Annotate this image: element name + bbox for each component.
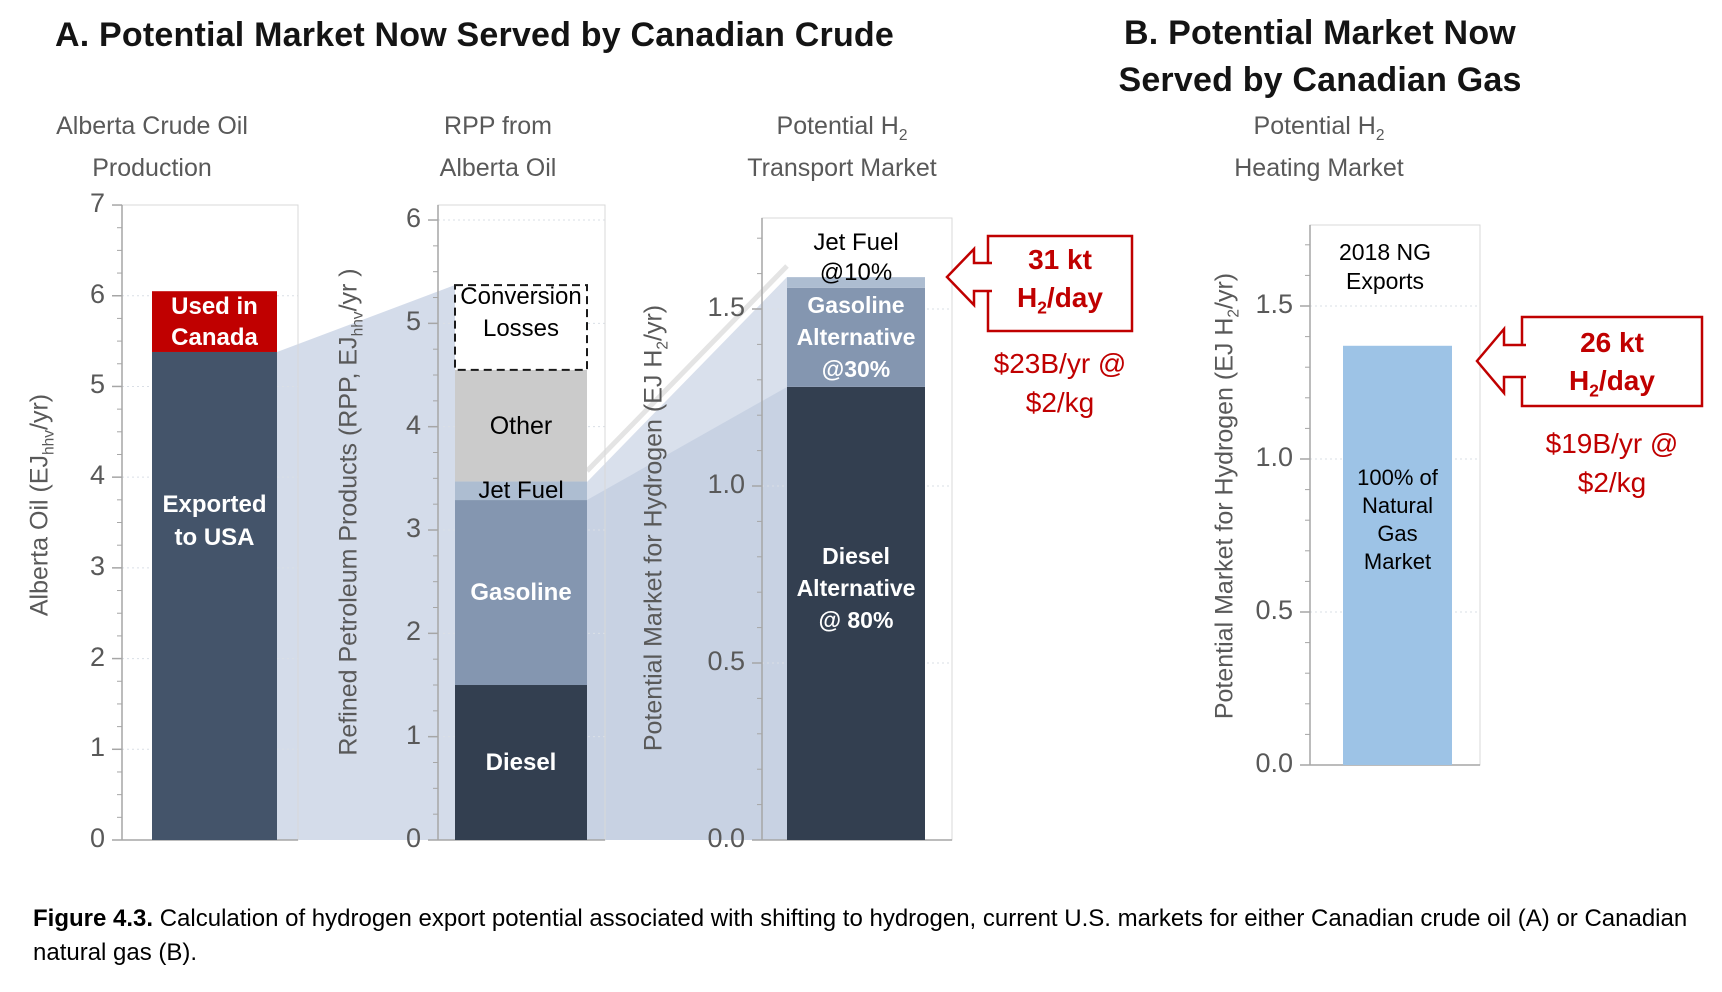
tick-label: 7 bbox=[89, 188, 105, 219]
bar-segment-used-in-canada bbox=[152, 291, 277, 352]
segment-label: Conversion Losses bbox=[460, 283, 582, 343]
callout-b-label: 26 kt H2/day bbox=[1569, 327, 1655, 401]
segment-label: Exported to USA bbox=[162, 490, 267, 551]
bar-segment-jet-fuel bbox=[455, 481, 587, 501]
tick-label: 2 bbox=[405, 616, 421, 647]
bar-segment-diesel bbox=[455, 685, 587, 840]
tick-label: 3 bbox=[405, 513, 421, 543]
callout-b-price: $19B/yr @ $2/kg bbox=[1545, 428, 1679, 498]
tick-label: 0.5 bbox=[1255, 595, 1293, 625]
flow-bands bbox=[277, 264, 789, 840]
tick-label: 1.5 bbox=[1255, 289, 1293, 319]
segment-label: 100% of Natural Gas Market bbox=[1357, 465, 1438, 575]
ng-exports-label: 2018 NG Exports bbox=[1338, 239, 1432, 294]
bar-segment-gasoline bbox=[455, 500, 587, 686]
tick-label: 4 bbox=[89, 460, 105, 491]
panel-a-title: A. Potential Market Now Served by Canadi… bbox=[55, 16, 895, 54]
panel-b-title: B. Potential Market Now Served by Canadi… bbox=[1095, 10, 1545, 104]
segment-label: Gasoline Alternative @30% bbox=[796, 292, 916, 383]
figure-caption: Figure 4.3. Calculation of hydrogen expo… bbox=[33, 902, 1709, 970]
tick-label: 0.0 bbox=[707, 823, 745, 853]
segment-label: Diesel Alternative @ 80% bbox=[796, 543, 916, 634]
tick-label: 6 bbox=[405, 203, 421, 234]
tick-label: 0 bbox=[89, 823, 105, 853]
callout-b-arrow-icon bbox=[1475, 325, 1526, 397]
bar-segment-jet-fuel-10- bbox=[787, 277, 925, 288]
flow-band-crude-to-rpp bbox=[277, 285, 455, 840]
segment-label: Diesel bbox=[485, 748, 557, 776]
tick-label: 4 bbox=[405, 409, 421, 440]
tick-label: 1 bbox=[89, 732, 105, 763]
tick-label: 3 bbox=[89, 550, 105, 581]
callout-a-price: $23B/yr @ $2/kg bbox=[993, 348, 1127, 418]
tick-label: 1.5 bbox=[707, 292, 745, 322]
tick-label: 1.0 bbox=[707, 469, 745, 499]
tick-label: 0 bbox=[405, 823, 421, 853]
tick-label: 1 bbox=[405, 719, 421, 750]
bar-segment-100-of-natural-gas-market bbox=[1343, 345, 1452, 765]
caption-label: Figure 4.3. bbox=[33, 905, 154, 932]
segment-label: Jet Fuel bbox=[478, 476, 564, 504]
callout-b-box bbox=[1520, 315, 1704, 408]
bar-segment-exported-to-usa bbox=[152, 351, 277, 840]
callout-a-arrow-icon bbox=[945, 245, 992, 309]
jet-fuel-at-10-label: Jet Fuel @10% bbox=[813, 229, 899, 286]
panel-b-title-line2: Served by Canadian Gas bbox=[1118, 61, 1522, 99]
tick-label: 2 bbox=[89, 641, 105, 672]
caption-text: Calculation of hydrogen export potential… bbox=[33, 905, 1688, 966]
flow-band-edge-highlight bbox=[585, 264, 789, 473]
flow-band-rpp-to-h2-lower bbox=[587, 387, 787, 840]
segment-label: Used in Canada bbox=[171, 292, 258, 351]
bar-segment-conversion-losses bbox=[454, 284, 588, 371]
tick-label: 0.5 bbox=[707, 646, 745, 676]
segment-label: Other bbox=[489, 411, 553, 440]
subtitle-alberta-crude: Alberta Crude Oil Production bbox=[56, 112, 248, 182]
panel-b-title-line1: B. Potential Market Now bbox=[1124, 14, 1516, 52]
tick-label: 0.0 bbox=[1255, 748, 1293, 778]
bar-segment-gasoline-alternative-30- bbox=[787, 287, 925, 387]
bar-segment-other bbox=[455, 369, 587, 482]
subtitle-rpp: RPP from Alberta Oil bbox=[439, 112, 557, 182]
tick-label: 5 bbox=[89, 369, 105, 400]
callout-a-label: 31 kt H2/day bbox=[1017, 244, 1103, 318]
charts-layer bbox=[112, 204, 1481, 841]
callout-shapes bbox=[945, 234, 1704, 408]
tick-label: 1.0 bbox=[1255, 442, 1293, 472]
bar-segment-diesel-alternative-80- bbox=[787, 386, 925, 840]
subtitle-h2-transport: Potential H2 Transport Market bbox=[747, 112, 937, 182]
tick-label: 6 bbox=[89, 278, 105, 309]
tick-label: 5 bbox=[405, 306, 421, 337]
segment-label: Gasoline bbox=[470, 578, 572, 606]
subtitle-h2-heating: Potential H2 Heating Market bbox=[1234, 112, 1404, 182]
